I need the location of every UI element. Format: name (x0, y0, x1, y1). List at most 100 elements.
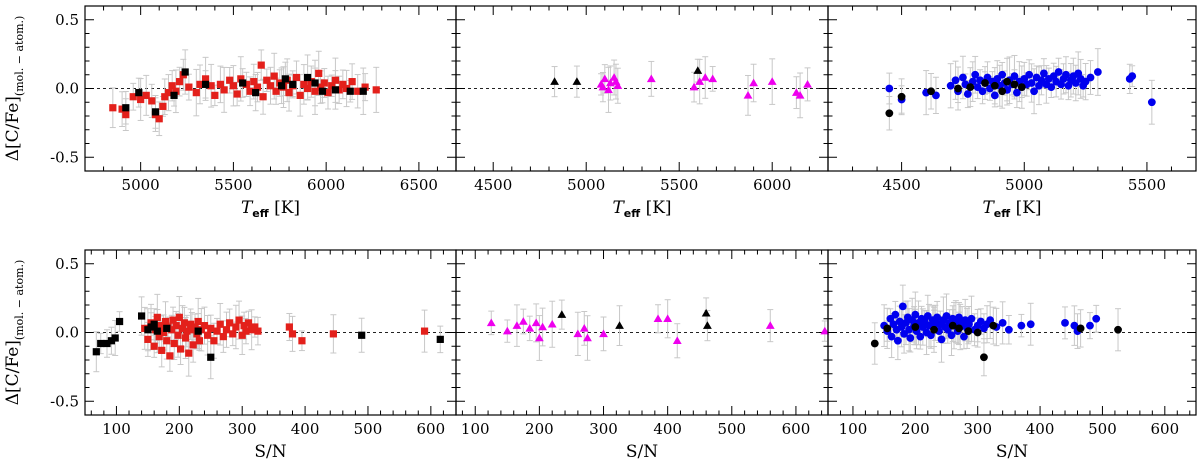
x-tick-label: 400 (653, 420, 682, 438)
data-point (1147, 98, 1156, 107)
data-point (600, 74, 610, 83)
data-point (989, 321, 998, 330)
data-point (304, 84, 312, 93)
panel-bottom-middle: 100 200 300 400 500 600 (455, 249, 830, 438)
x-axis-label-5: S/N (996, 442, 1028, 462)
data-point (298, 337, 306, 345)
data-point (163, 337, 171, 345)
data-point (192, 89, 200, 97)
data-point (285, 89, 293, 97)
data-point (361, 83, 369, 91)
data-point (194, 317, 202, 326)
data-point (296, 91, 304, 99)
data-point (933, 313, 942, 322)
data-point (971, 70, 980, 79)
data-point (232, 323, 240, 331)
data-point (150, 342, 158, 350)
y-tick-label: -0.5 (50, 148, 79, 166)
data-point (174, 331, 182, 339)
series-1 (557, 308, 712, 329)
x-tick-label: 400 (1026, 420, 1055, 438)
series-0 (880, 302, 1101, 345)
data-point (749, 78, 758, 87)
x-tick-label: 5500 (214, 176, 252, 194)
data-point (207, 353, 215, 361)
data-point (181, 68, 189, 76)
data-point (111, 334, 119, 342)
x-tick-label: 600 (782, 420, 811, 438)
data-point (272, 87, 280, 95)
data-point (200, 322, 209, 330)
x-tick-label: 4500 (474, 176, 512, 194)
data-point (300, 80, 308, 88)
data-point (883, 324, 892, 333)
data-point (235, 316, 243, 324)
data-point (216, 80, 225, 88)
data-point (328, 82, 336, 90)
data-point (155, 115, 163, 123)
data-point (557, 310, 567, 318)
data-point (281, 75, 289, 83)
panel-bottom-right: 100 200 300 400 500 600 (827, 249, 1197, 438)
data-point (263, 76, 271, 84)
data-point (207, 324, 215, 332)
data-point (213, 327, 221, 335)
data-point (1093, 68, 1102, 76)
data-point (1013, 88, 1021, 97)
data-point (990, 91, 999, 100)
data-point (320, 79, 328, 87)
data-point (183, 327, 191, 335)
data-point (216, 320, 224, 328)
data-point (219, 333, 227, 341)
data-point (158, 346, 166, 354)
x-tick-label: 300 (589, 420, 618, 438)
series-1 (550, 66, 703, 85)
x-tick-label: 300 (963, 420, 992, 438)
y-tick-label: 0.0 (55, 324, 79, 342)
data-point (170, 339, 178, 348)
x-axis-label-3: S/N (254, 442, 286, 462)
data-point (331, 76, 340, 84)
data-point (703, 321, 712, 329)
data-point (672, 336, 682, 345)
data-point (946, 81, 955, 90)
data-point (700, 73, 710, 81)
data-point (307, 78, 315, 86)
data-point (693, 66, 703, 74)
data-point (948, 321, 957, 330)
data-point (151, 108, 160, 116)
x-tick-label: 6000 (753, 176, 791, 194)
data-point (169, 316, 177, 324)
data-point (525, 323, 535, 332)
data-point (573, 329, 583, 338)
data-point (182, 334, 190, 342)
data-point (164, 89, 173, 97)
data-point (194, 327, 202, 335)
data-point (155, 333, 163, 341)
x-tick-label: 500 (1088, 420, 1117, 438)
data-point (1061, 318, 1069, 327)
data-point (708, 74, 718, 83)
data-point (189, 341, 197, 349)
x-tick-label: 5500 (660, 176, 698, 194)
data-point (990, 81, 999, 90)
data-point (318, 87, 327, 95)
data-point (967, 314, 976, 323)
x-tick-label: 600 (1150, 420, 1179, 438)
x-tick-label: 500 (717, 420, 746, 438)
data-point (436, 335, 444, 343)
data-point (144, 335, 152, 343)
data-point (135, 89, 143, 97)
panel-top-middle: 4500 5000 5500 6000 (455, 5, 829, 194)
data-point (663, 314, 673, 323)
x-tick-label: 200 (165, 420, 194, 438)
panel-bottom-left: 100 200 300 400 500 600 -0.5 0.0 0.5 (50, 249, 457, 438)
data-point (998, 318, 1007, 327)
data-point (1017, 83, 1026, 92)
data-point (142, 91, 150, 99)
x-tick-label: 100 (461, 420, 490, 438)
data-point (955, 324, 963, 333)
data-point (538, 322, 547, 331)
data-point (238, 331, 246, 339)
data-point (870, 339, 879, 348)
